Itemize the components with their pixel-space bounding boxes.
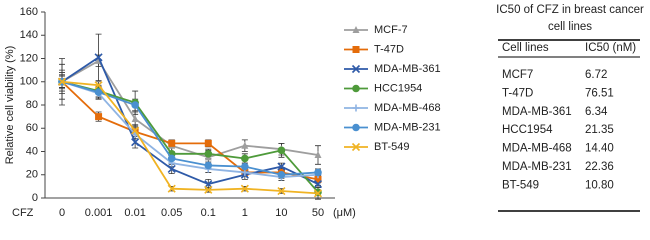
- table-cell: MCF7: [502, 69, 533, 81]
- x-tick-label: 0.01: [124, 207, 145, 219]
- data-point: [131, 114, 139, 122]
- y-tick-label: 80: [26, 99, 38, 111]
- figure: Relative cell viability (%) CFZ (μM) IC5…: [4, 4, 644, 219]
- table-title: IC50 of CFZ in breast cancer cell lines: [496, 4, 644, 33]
- data-point: [240, 184, 249, 193]
- data-point: [167, 164, 176, 174]
- y-tick-label: 40: [26, 145, 38, 157]
- legend-marker: [352, 46, 360, 53]
- table-cell: HCC1954: [502, 124, 553, 136]
- data-point: [167, 184, 176, 193]
- table-cell: BT-549: [502, 179, 539, 191]
- data-point: [131, 101, 139, 109]
- legend-label: T-47D: [374, 43, 404, 55]
- y-tick-label: 100: [20, 76, 38, 88]
- table-cell: 6.34: [585, 106, 608, 118]
- data-point: [204, 185, 213, 194]
- data-point: [241, 154, 249, 163]
- data-point: [204, 179, 213, 189]
- y-tick-label: 160: [20, 6, 38, 18]
- y-tick-label: 140: [20, 29, 38, 41]
- data-point: [313, 179, 323, 189]
- data-point: [167, 154, 176, 163]
- data-point: [204, 161, 213, 170]
- data-point: [314, 150, 322, 158]
- data-point: [95, 113, 103, 121]
- data-point: [168, 139, 176, 147]
- data-point: [314, 175, 322, 183]
- series-line: [61, 80, 319, 176]
- data-point: [131, 126, 140, 135]
- legend-label: HCC1954: [374, 82, 422, 94]
- table-cell: 22.36: [585, 161, 614, 173]
- x-tick-label: 1: [242, 207, 248, 219]
- x-tick-label: 0.1: [201, 207, 216, 219]
- x-tick-label: 0: [59, 207, 65, 219]
- data-point: [241, 162, 249, 171]
- legend-label: MDA-MB-231: [374, 121, 441, 133]
- legend-label: MDA-MB-468: [374, 102, 441, 114]
- table-cell: MDA-MB-361: [502, 106, 572, 118]
- data-point: [204, 139, 212, 147]
- x-tick-label: 10: [275, 207, 287, 219]
- table: IC50 of CFZ in breast cancer cell lines …: [496, 4, 644, 212]
- legend-marker: [351, 64, 361, 74]
- y-tick-label: 0: [32, 192, 38, 204]
- legend-marker: [351, 142, 361, 152]
- table-cell: 21.35: [585, 124, 614, 136]
- legend-marker: [352, 26, 360, 33]
- table-cell: T-47D: [502, 87, 533, 99]
- table-cell: 10.80: [585, 179, 614, 191]
- data-point: [94, 53, 103, 62]
- data-point: [277, 162, 286, 171]
- table-title-box: IC50 of CFZ in breast cancer cell lines: [496, 4, 644, 33]
- data-point: [314, 168, 322, 177]
- data-point: [277, 146, 286, 155]
- legend-label: BT-549: [374, 141, 409, 153]
- page: {"chart_data": {"type": "line", "ylabel"…: [3, 4, 644, 219]
- x-axis-label: CFZ: [12, 207, 34, 219]
- x-axis-unit: (μM): [333, 207, 356, 219]
- x-tick-label: 0.05: [161, 207, 182, 219]
- table-header: IC50 (nM): [585, 42, 636, 54]
- data-point: [314, 188, 322, 196]
- table-cell: 14.40: [585, 143, 614, 155]
- table-cell: 6.72: [585, 69, 607, 81]
- series-line: [61, 80, 319, 195]
- series-line: [61, 80, 319, 178]
- data-point: [277, 170, 286, 179]
- data-point: [57, 77, 67, 86]
- y-axis-label: Relative cell viability (%): [4, 46, 16, 165]
- table-cell: 76.51: [585, 87, 614, 99]
- data-point: [241, 141, 249, 149]
- data-point: [94, 88, 103, 97]
- legend-marker: [352, 123, 360, 132]
- table-cell: MDA-MB-231: [502, 161, 572, 173]
- data-point: [204, 150, 213, 158]
- legend-label: MDA-MB-361: [374, 63, 441, 75]
- table-cell: MDA-MB-468: [502, 143, 572, 155]
- data-point: [131, 138, 140, 147]
- y-tick-label: 60: [26, 122, 38, 134]
- data-point: [277, 186, 286, 196]
- x-tick-label: 50: [312, 207, 324, 219]
- y-tick-label: 120: [20, 52, 38, 64]
- y-tick-label: 20: [26, 169, 38, 181]
- data-point: [94, 81, 103, 90]
- data-point: [313, 189, 323, 198]
- x-tick-label: 0.001: [85, 207, 113, 219]
- legend-marker: [352, 84, 360, 93]
- series-line: [61, 81, 319, 181]
- series-line: [61, 55, 319, 185]
- table-header: Cell lines: [502, 42, 549, 54]
- legend-label: MCF-7: [374, 24, 408, 36]
- legend-marker: [352, 104, 360, 112]
